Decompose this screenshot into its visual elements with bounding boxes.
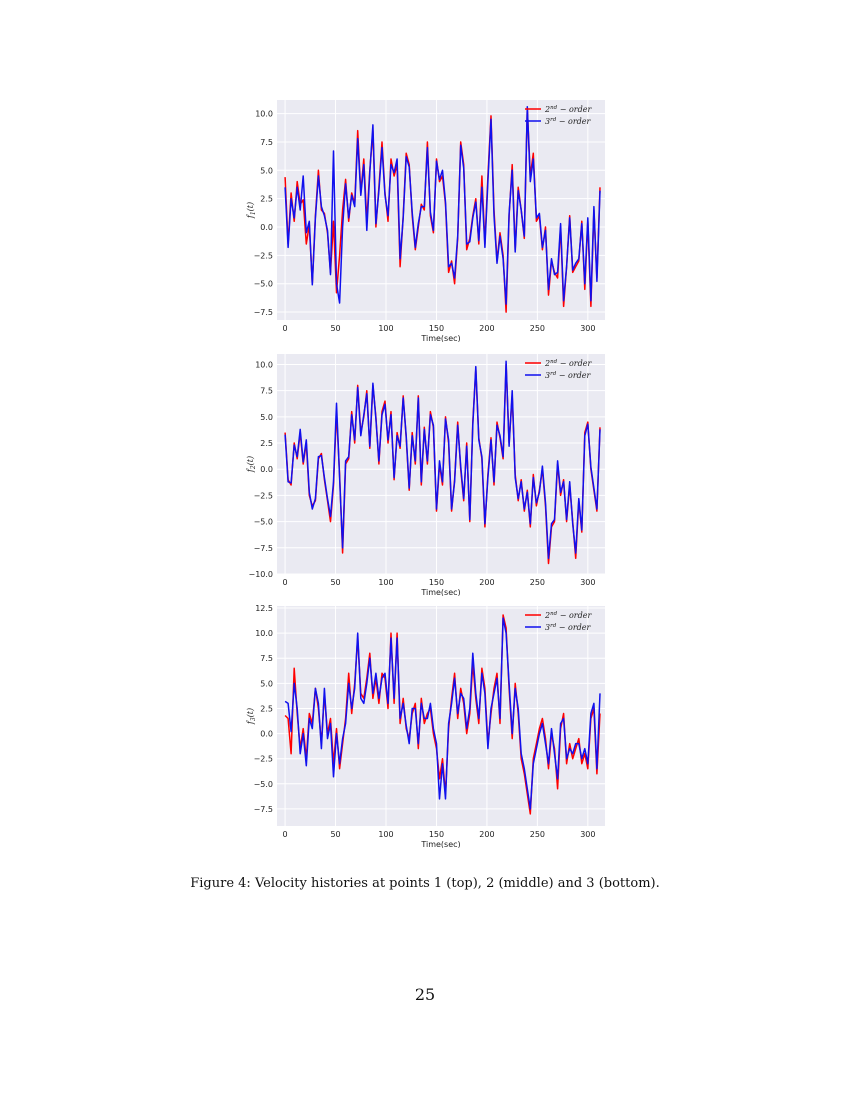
x-axis-label: Time(sec) (420, 840, 460, 848)
y-tick-label: −2.5 (254, 251, 273, 260)
plot-area (277, 354, 605, 574)
chart-velocity-point-1: 0 50 100 150 200 250 300 −7.5 −5.0 −2.5 0.0 2.5 5.0 7… (245, 92, 615, 342)
y-tick-label: −7.5 (254, 308, 273, 317)
y-tick-label: 0.0 (260, 465, 273, 474)
y-tick-label: 0.0 (260, 223, 273, 232)
legend-label: 3rd − order (545, 117, 592, 126)
y-tick-label: −10.0 (248, 570, 273, 579)
legend-label: 2nd − order (544, 105, 592, 114)
x-tick-label: 150 (429, 830, 444, 839)
x-tick-label: 50 (330, 324, 340, 333)
x-tick-label: 300 (580, 324, 595, 333)
plot-area (277, 100, 605, 320)
chart-svg: 0 50 100 150 200 250 300 −7.5 −5.0 −2.5 0.0 2.5 5.0 7… (246, 604, 605, 848)
x-tick-label: 300 (580, 830, 595, 839)
x-axis-label: Time(sec) (420, 588, 460, 596)
chart-velocity-point-3: 0 50 100 150 200 250 300 −7.5 −5.0 −2.5 0.0 2.5 5.0 7… (245, 598, 615, 848)
y-tick-label: 5.0 (260, 413, 273, 422)
x-tick-label: 100 (378, 578, 393, 587)
y-tick-label: −5.0 (254, 280, 273, 289)
x-tick-label: 200 (479, 830, 494, 839)
y-tick-label: 2.5 (260, 704, 273, 713)
x-tick-label: 250 (530, 830, 545, 839)
series-line-2 (284, 106, 601, 305)
series-line-2 (284, 617, 601, 810)
legend-label: 3rd − order (545, 371, 592, 380)
y-axis-label: f2(t) (246, 456, 257, 473)
x-tick-label: 200 (479, 324, 494, 333)
y-tick-label: 0.0 (260, 730, 273, 739)
series-line-2 (284, 360, 601, 560)
y-tick-label: 5.0 (260, 166, 273, 175)
chart-velocity-point-2: 0 50 100 150 200 250 300 −10.0 −7.5 −5.0 −2.5 0.0 2.… (245, 346, 615, 596)
page-number: 25 (414, 985, 436, 1004)
y-tick-label: 2.5 (260, 439, 273, 448)
y-tick-label: 2.5 (260, 195, 273, 204)
legend-label: 2nd − order (544, 359, 592, 368)
y-tick-label: 10.0 (255, 110, 273, 119)
y-tick-label: 7.5 (260, 654, 273, 663)
x-tick-label: 0 (283, 578, 288, 587)
x-tick-label: 250 (530, 578, 545, 587)
x-tick-label: 0 (283, 324, 288, 333)
x-tick-label: 150 (429, 578, 444, 587)
x-tick-label: 300 (580, 578, 595, 587)
y-tick-label: −2.5 (254, 491, 273, 500)
chart-svg: 0 50 100 150 200 250 300 −10.0 −7.5 −5.0 −2.5 0.0 2.… (246, 354, 605, 596)
y-tick-label: −5.0 (254, 780, 273, 789)
chart-svg: 0 50 100 150 200 250 300 −7.5 −5.0 −2.5 0.0 2.5 5.0 7… (246, 100, 605, 342)
legend-label: 3rd − order (545, 623, 592, 632)
y-tick-label: 7.5 (260, 138, 273, 147)
y-tick-label: 10.0 (255, 629, 273, 638)
x-tick-label: 200 (479, 578, 494, 587)
y-tick-label: −7.5 (254, 544, 273, 553)
y-tick-label: −2.5 (254, 755, 273, 764)
y-axis-label: f3(t) (246, 708, 257, 725)
x-tick-label: 250 (530, 324, 545, 333)
x-tick-label: 50 (330, 830, 340, 839)
legend-label: 2nd − order (544, 611, 592, 620)
figure-caption: Figure 4: Velocity histories at points 1… (190, 876, 660, 891)
x-axis-label: Time(sec) (420, 334, 460, 342)
y-tick-label: −5.0 (254, 518, 273, 527)
y-tick-label: 5.0 (260, 679, 273, 688)
y-tick-label: 7.5 (260, 387, 273, 396)
x-tick-label: 0 (283, 830, 288, 839)
y-tick-label: 12.5 (255, 604, 273, 613)
x-tick-label: 150 (429, 324, 444, 333)
x-tick-label: 100 (378, 830, 393, 839)
y-axis-label: f1(t) (246, 202, 257, 219)
y-tick-label: 10.0 (255, 360, 273, 369)
x-tick-label: 100 (378, 324, 393, 333)
x-tick-label: 50 (330, 578, 340, 587)
y-tick-label: −7.5 (254, 805, 273, 814)
